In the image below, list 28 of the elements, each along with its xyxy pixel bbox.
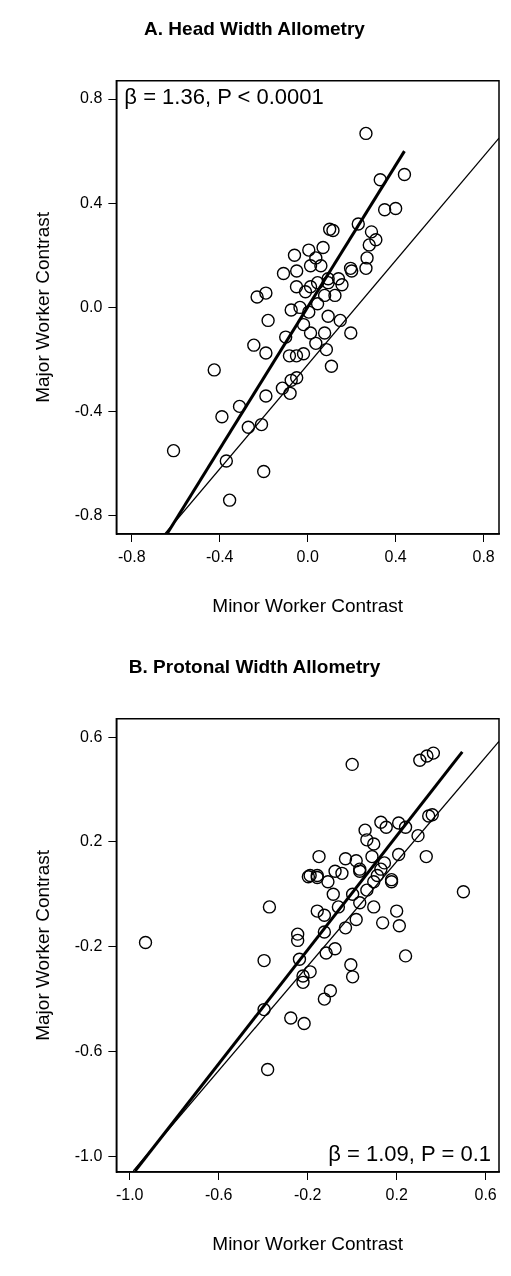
y-tick-label: -0.2 — [74, 937, 103, 955]
y-tick-label: -0.8 — [74, 506, 103, 524]
y-axis-title: Major Worker Contrast — [31, 849, 53, 1041]
x-tick-label: 0.8 — [472, 548, 495, 566]
y-tick-label: 0.6 — [80, 727, 103, 745]
y-tick-label: 0.2 — [80, 832, 103, 850]
y-tick-label: 0.4 — [80, 193, 103, 211]
y-tick-label: -0.6 — [74, 1041, 103, 1059]
x-axis-title: Minor Worker Contrast — [212, 1232, 404, 1254]
y-tick-label: -0.4 — [74, 401, 103, 419]
x-tick-label: 0.2 — [385, 1186, 408, 1204]
chart-title: A. Head Width Allometry — [144, 17, 366, 39]
y-axis-title: Major Worker Contrast — [31, 211, 53, 403]
x-tick-label: -0.4 — [205, 548, 234, 566]
y-tick-label: -1.0 — [74, 1146, 103, 1164]
x-tick-label: 0.0 — [296, 548, 319, 566]
chart-title: B. Protonal Width Allometry — [128, 655, 381, 677]
y-tick-label: 0.8 — [80, 89, 103, 107]
x-tick-label: -0.8 — [117, 548, 146, 566]
x-tick-label: 0.6 — [474, 1186, 497, 1204]
x-tick-label: 0.4 — [384, 548, 407, 566]
x-tick-label: -0.2 — [293, 1186, 322, 1204]
annotation: β = 1.36, P < 0.0001 — [124, 83, 324, 109]
x-tick-label: -0.6 — [204, 1186, 233, 1204]
annotation: β = 1.09, P = 0.1 — [328, 1141, 491, 1167]
x-tick-label: -1.0 — [115, 1186, 144, 1204]
x-axis-title: Minor Worker Contrast — [212, 594, 404, 616]
y-tick-label: 0.0 — [80, 297, 103, 315]
